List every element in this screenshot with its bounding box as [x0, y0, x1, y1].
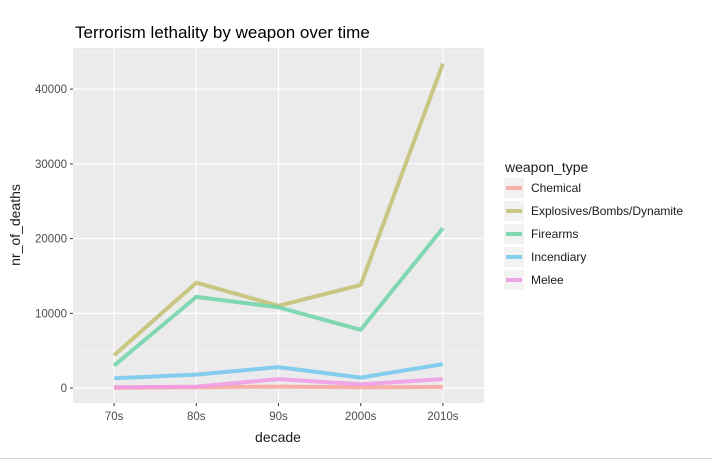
series-lines: [112, 63, 445, 390]
y-tick-label: 10000: [35, 308, 67, 320]
x-tick-label: 90s: [269, 411, 288, 423]
legend-label: Melee: [531, 273, 564, 287]
legend-title: weapon_type: [504, 159, 589, 175]
series-line-melee: [114, 377, 444, 390]
y-axis-title: nr_of_deaths: [7, 184, 23, 266]
legend-label: Chemical: [531, 181, 581, 195]
grid: [73, 48, 484, 403]
x-tick-label: 2010s: [427, 411, 459, 423]
legend: weapon_type Chemical Explosives/Bombs/Dyn…: [504, 159, 683, 290]
series-line-incendiary: [114, 362, 444, 381]
x-axis: 70s 80s 90s 2000s 2010s: [105, 403, 459, 423]
bottom-divider: [0, 458, 712, 459]
y-tick-label: 0: [61, 383, 67, 395]
x-tick-label: 2000s: [345, 411, 377, 423]
y-tick-label: 30000: [35, 159, 67, 171]
x-tick-label: 70s: [105, 411, 124, 423]
legend-label: Incendiary: [531, 250, 586, 264]
legend-label: Firearms: [531, 227, 578, 241]
y-tick-label: 20000: [35, 234, 67, 246]
y-axis: 0 10000 20000 30000 40000: [35, 84, 73, 395]
chart-title: Terrorism lethality by weapon over time: [75, 23, 370, 42]
legend-label: Explosives/Bombs/Dynamite: [531, 204, 683, 218]
y-tick-label: 40000: [35, 84, 67, 96]
x-tick-label: 80s: [187, 411, 206, 423]
series-line-firearms: [112, 226, 445, 368]
x-axis-title: decade: [255, 429, 301, 445]
